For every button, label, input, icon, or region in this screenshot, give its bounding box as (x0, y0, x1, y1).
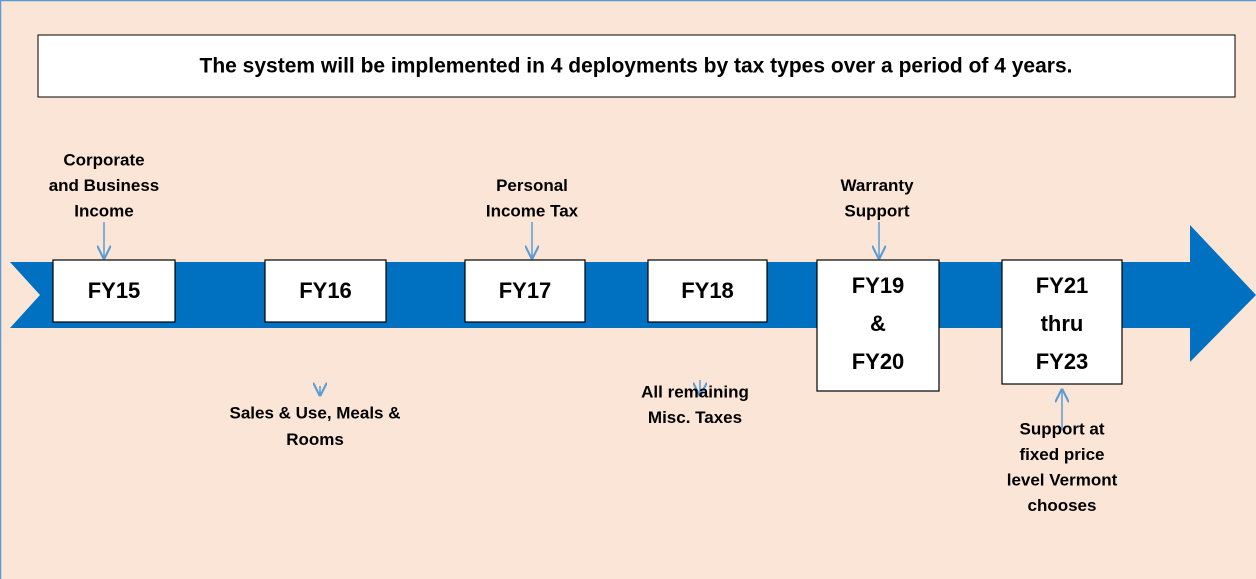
deployment-label: FY17 (499, 278, 552, 303)
title-box (37, 34, 1236, 98)
annotation: Support (844, 201, 909, 220)
deployment-label: FY19 (852, 273, 905, 298)
annotation: All remaining (641, 382, 749, 401)
deployment-label: thru (1041, 311, 1084, 336)
timeline-arrow (10, 225, 1256, 362)
deployment-box (464, 259, 586, 323)
annotation: Sales & Use, Meals & (229, 403, 400, 422)
annotation: Corporate (63, 150, 144, 169)
deployment-label: FY15 (88, 278, 141, 303)
deployment-box (52, 259, 176, 323)
deployment-label: FY23 (1036, 349, 1089, 374)
annotation: level Vermont (1007, 470, 1118, 489)
annotation: Misc. Taxes (648, 408, 742, 427)
deployment-label: FY16 (299, 278, 352, 303)
annotation: and Business (49, 176, 160, 195)
deployment-label: FY21 (1036, 273, 1089, 298)
annotation: Personal (496, 176, 568, 195)
title: The system will be implemented in 4 depl… (200, 55, 1073, 78)
deployment-box (816, 259, 940, 392)
annotation: Warranty (840, 176, 914, 195)
deployment-label: FY18 (681, 278, 734, 303)
deployment-box (647, 259, 768, 323)
deployment-box (1001, 259, 1123, 385)
annotation: chooses (1028, 496, 1097, 515)
annotation: Rooms (286, 430, 344, 449)
annotation: Income Tax (486, 201, 579, 220)
annotation: Income (74, 201, 134, 220)
deployment-label: FY20 (852, 349, 905, 374)
annotation: Support at (1020, 419, 1105, 438)
deployment-label: & (870, 311, 886, 336)
annotation: fixed price (1019, 445, 1104, 464)
deployment-box (264, 259, 387, 323)
